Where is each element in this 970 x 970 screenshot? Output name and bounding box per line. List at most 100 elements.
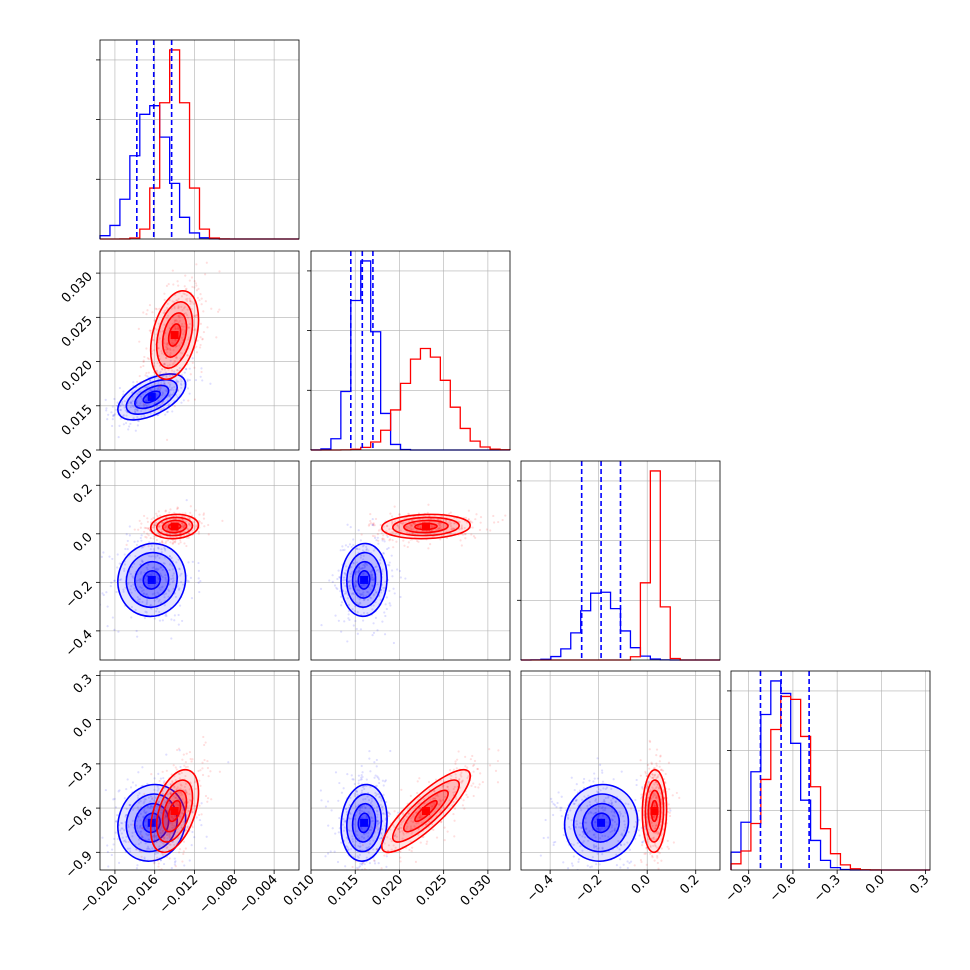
scatter-point bbox=[189, 373, 192, 376]
scatter-point bbox=[197, 561, 200, 565]
x-tick-label: 0.2 bbox=[677, 872, 702, 897]
scatter-point bbox=[389, 749, 392, 753]
scatter-point bbox=[146, 826, 149, 829]
scatter-point bbox=[169, 791, 172, 794]
scatter-point bbox=[580, 798, 584, 801]
scatter-point bbox=[202, 735, 205, 739]
panel-content bbox=[319, 503, 507, 645]
scatter-point bbox=[173, 385, 176, 389]
scatter-point bbox=[153, 862, 156, 865]
scatter-point bbox=[657, 831, 660, 834]
scatter-point bbox=[414, 860, 418, 863]
y-tick-label: 0.2 bbox=[71, 481, 96, 506]
scatter-point bbox=[191, 361, 194, 364]
scatter-point bbox=[118, 578, 122, 582]
scatter-point bbox=[641, 786, 644, 789]
panel-2-1 bbox=[310, 461, 510, 660]
scatter-point bbox=[485, 528, 489, 531]
scatter-point bbox=[166, 834, 169, 837]
scatter-point bbox=[611, 819, 615, 822]
scatter-point bbox=[147, 402, 150, 406]
scatter-point bbox=[425, 823, 428, 826]
scatter-point bbox=[400, 821, 404, 824]
scatter-point bbox=[572, 843, 575, 846]
scatter-point bbox=[157, 865, 160, 868]
scatter-point bbox=[149, 804, 153, 808]
scatter-point bbox=[140, 522, 143, 525]
scatter-point bbox=[635, 783, 638, 787]
density-peak bbox=[170, 522, 179, 531]
scatter-point bbox=[342, 582, 345, 585]
scatter-point bbox=[363, 862, 366, 866]
scatter-point bbox=[362, 544, 365, 547]
scatter-point bbox=[445, 516, 448, 519]
scatter-point bbox=[457, 750, 460, 753]
scatter-point bbox=[603, 808, 607, 812]
scatter-point bbox=[362, 594, 365, 597]
panel-frame bbox=[310, 250, 511, 451]
scatter-point bbox=[117, 630, 120, 633]
scatter-point bbox=[149, 603, 153, 607]
x-tick-label: 0.0 bbox=[629, 872, 654, 897]
scatter-point bbox=[163, 780, 166, 783]
scatter-point bbox=[153, 617, 156, 620]
scatter-point bbox=[195, 329, 198, 332]
scatter-point bbox=[111, 616, 114, 619]
scatter-point bbox=[142, 588, 145, 592]
scatter-point bbox=[193, 520, 196, 524]
scatter-point bbox=[393, 592, 396, 595]
contour-line bbox=[161, 312, 188, 358]
panel-content bbox=[100, 261, 221, 441]
scatter-point bbox=[147, 358, 150, 361]
scatter-point bbox=[139, 825, 142, 828]
scatter-point bbox=[149, 329, 152, 332]
scatter-point bbox=[196, 296, 199, 299]
scatter-point bbox=[112, 414, 115, 417]
scatter-point bbox=[199, 343, 202, 347]
scatter-point bbox=[412, 820, 415, 823]
scatter-point bbox=[186, 354, 189, 357]
scatter-point bbox=[150, 798, 154, 801]
scatter-point bbox=[365, 816, 368, 819]
scatter-point bbox=[389, 538, 392, 541]
scatter-point bbox=[175, 357, 178, 360]
scatter-point bbox=[581, 835, 584, 838]
scatter-point bbox=[615, 853, 618, 856]
scatter-point bbox=[596, 816, 599, 819]
scatter-point bbox=[336, 587, 339, 591]
scatter-point bbox=[142, 827, 145, 830]
scatter-point bbox=[161, 830, 164, 833]
scatter-point bbox=[134, 608, 137, 612]
scatter-point bbox=[633, 830, 636, 833]
scatter-point bbox=[172, 349, 175, 352]
scatter-point bbox=[466, 776, 469, 780]
scatter-point bbox=[183, 331, 186, 334]
scatter-point bbox=[197, 769, 200, 773]
scatter-point bbox=[395, 540, 398, 543]
scatter-point bbox=[194, 328, 197, 331]
panel-frame bbox=[310, 460, 511, 661]
scatter-point bbox=[173, 861, 177, 864]
scatter-point bbox=[619, 844, 623, 847]
scatter-point bbox=[417, 540, 420, 543]
scatter-point bbox=[371, 584, 374, 587]
scatter-point bbox=[427, 503, 430, 506]
scatter-point bbox=[388, 528, 391, 531]
scatter-point bbox=[355, 581, 358, 584]
scatter-point bbox=[472, 794, 475, 798]
scatter-point bbox=[546, 836, 550, 839]
scatter-point bbox=[140, 570, 143, 574]
scatter-point bbox=[184, 774, 187, 778]
scatter-point bbox=[373, 859, 376, 863]
contour-line bbox=[155, 779, 194, 843]
scatter-point bbox=[348, 829, 351, 833]
scatter-point bbox=[131, 831, 134, 834]
scatter-point bbox=[339, 549, 342, 552]
scatter-point bbox=[610, 787, 613, 791]
scatter-point bbox=[354, 572, 357, 575]
scatter-point bbox=[378, 837, 381, 840]
x-tick-label: −0.4 bbox=[524, 872, 557, 905]
scatter-point bbox=[651, 777, 655, 780]
scatter-point bbox=[416, 525, 419, 529]
scatter-point bbox=[374, 601, 377, 604]
